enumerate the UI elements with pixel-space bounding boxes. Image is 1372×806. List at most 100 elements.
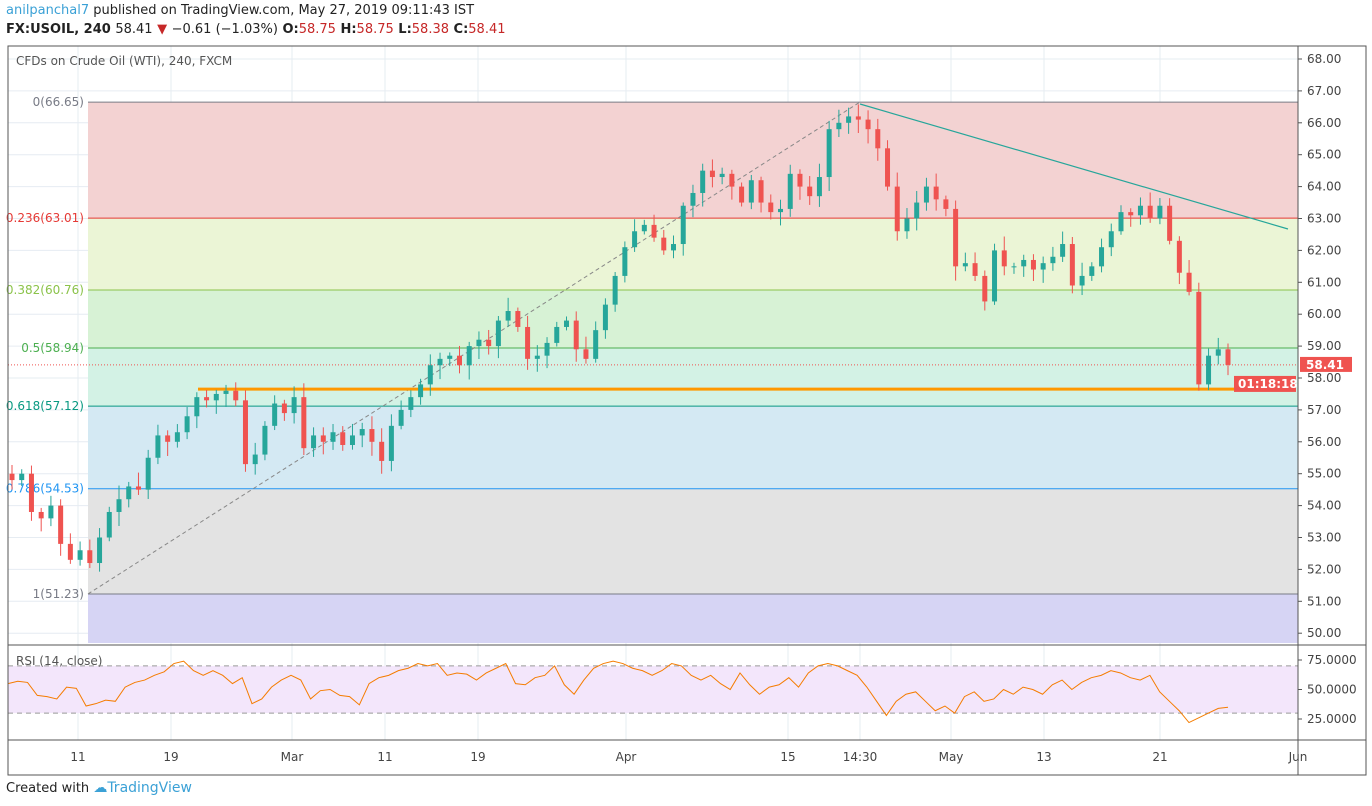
candle-body [340,432,346,445]
candle-body [48,505,54,519]
candle-body [213,393,219,401]
candle-body [184,416,190,433]
candle-body [418,384,424,398]
x-tick-label: 11 [70,750,85,764]
candle-body [855,116,861,120]
candle-body [554,326,560,343]
candle-body [739,186,745,203]
rsi-tick-label: 25.0000 [1307,712,1357,726]
tradingview-logo-icon[interactable]: ☁ [93,780,108,796]
symbol: FX:USOIL, 240 [6,22,111,37]
candle-body [729,173,735,187]
chart-title: CFDs on Crude Oil (WTI), 240, FXCM [16,54,232,68]
candle-body [1001,250,1007,267]
candle-body [1206,355,1212,385]
x-tick-label: 13 [1036,750,1051,764]
y-tick-label: 57.00 [1307,403,1341,417]
candle-body [641,224,647,232]
chart-frame [7,45,1367,776]
x-tick-label: May [939,750,964,764]
candle-body [320,435,326,442]
candle-body [525,326,531,359]
symbol-line: FX:USOIL, 240 58.41 ▼ −0.61 (−1.03%) O:5… [6,22,506,37]
x-tick-label: 15 [780,750,795,764]
candle-body [661,237,667,251]
y-tick-label: 53.00 [1307,531,1341,545]
candle-body [77,550,83,560]
candle-body [1147,205,1153,219]
countdown-label: 01:18:18 [1238,377,1298,391]
candle-body [135,486,141,490]
y-tick-label: 68.00 [1307,52,1341,66]
candle-body [671,244,677,251]
candle-body [992,250,998,302]
rsi-pane: 25.0000 50.0000 75.0000 [7,653,1357,726]
y-tick-label: 66.00 [1307,116,1341,130]
candle-body [476,339,482,347]
candle-body [982,275,988,302]
drawings [8,101,1298,595]
tradingview-link[interactable]: TradingView [107,780,192,796]
axes: 11 19 Mar 11 19 Apr 15 14:30 May 13 21 Jun 50.00 51.0… [7,45,1367,776]
candle-body [1099,247,1105,267]
candle-body [573,320,579,350]
rsi-title: RSI (14, close) [16,654,102,668]
candle-body [456,355,462,366]
publish-line: anilpanchal7 published on TradingView.co… [6,3,474,18]
candle-body [38,511,44,519]
candle-body [612,275,618,305]
candle-body [748,180,754,203]
candle-body [1050,256,1056,264]
candle-body [778,208,784,213]
candle-body [145,457,151,490]
candle-body [593,330,599,359]
candle-body [388,425,394,461]
y-tick-label: 51.00 [1307,594,1341,608]
candle-body [651,224,657,238]
candle-body [972,263,978,276]
candle-body [486,339,492,347]
candle-body [437,358,443,366]
candle-body [301,397,307,449]
candle-body [1167,205,1173,241]
rsi-line [7,660,1229,724]
down-arrow-icon: ▼ [157,22,168,37]
candle-body [1060,244,1066,257]
candle-body [632,231,638,248]
candle-body [1176,240,1182,273]
candle-body [933,186,939,200]
candle-body [19,473,25,481]
rsi-tick-label: 50.0000 [1307,683,1357,697]
candle-body [9,473,15,481]
candle-body [768,202,774,213]
candle-body [398,409,404,426]
candle-body [379,441,385,461]
candle-body [797,173,803,187]
candle-body [311,435,317,449]
candle-body [67,543,73,560]
author-link[interactable]: anilpanchal7 [6,3,90,18]
candle-body [544,342,550,356]
x-tick-label: Jun [1288,750,1308,764]
candle-body [826,129,832,178]
candle-body [58,505,64,544]
candle-body [583,349,589,359]
candle-body [155,435,161,458]
candle-body [914,202,920,219]
y-tick-label: 60.00 [1307,307,1341,321]
fib-level-label: 1(51.23) [33,587,84,601]
fib-zone [88,593,1298,643]
candle-body [758,180,764,203]
candle-body [194,397,200,417]
close-label: C: [453,22,469,37]
candle-body [330,432,336,442]
x-tick-label: Apr [616,750,637,764]
candle-body [447,355,453,359]
publish-info: published on TradingView.com, May 27, 20… [93,3,475,18]
candle-body [281,403,287,414]
y-tick-label: 67.00 [1307,84,1341,98]
low-value: 58.38 [411,22,449,37]
low-label: L: [398,22,412,37]
